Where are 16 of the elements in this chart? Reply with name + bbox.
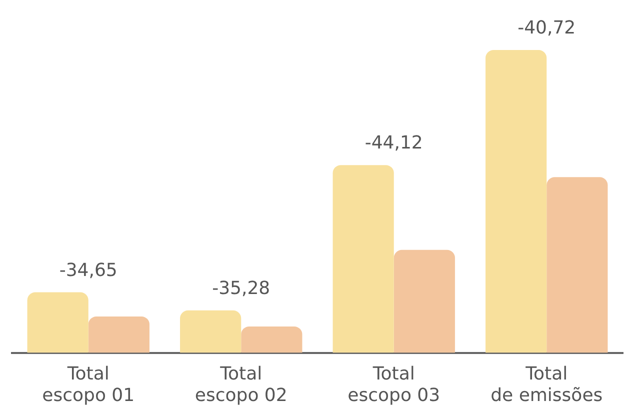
bar — [241, 326, 302, 353]
x-tick-label: Total escopo 02 — [194, 363, 288, 406]
annotation: -34,65 — [59, 260, 118, 281]
bar — [332, 165, 394, 353]
bar — [486, 50, 547, 353]
bar — [27, 292, 88, 353]
bar — [180, 310, 242, 353]
x-tick-label: Total escopo 03 — [348, 363, 440, 406]
x-tick-label: Total escopo 01 — [42, 363, 135, 406]
bar — [88, 316, 150, 353]
annotation: -35,28 — [212, 278, 270, 300]
text: -40,72 — [518, 18, 576, 39]
x-tick-label: Total de emissões — [490, 363, 603, 406]
bar — [394, 250, 455, 353]
bar — [546, 177, 608, 353]
annotation: -44,12 — [364, 132, 423, 154]
